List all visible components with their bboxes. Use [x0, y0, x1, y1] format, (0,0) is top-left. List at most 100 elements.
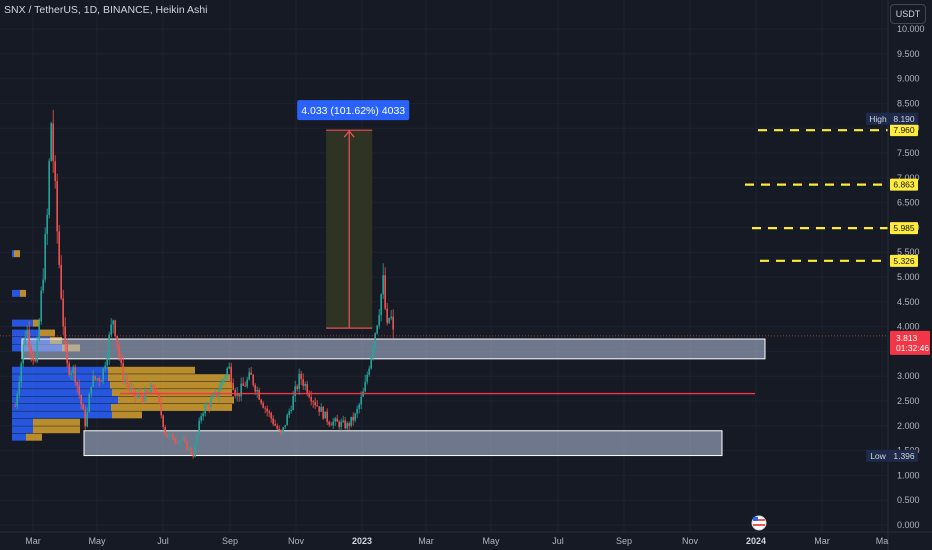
candle-body — [110, 324, 112, 335]
candle-body — [210, 398, 212, 408]
volume-bar — [108, 366, 195, 374]
y-tick-label: 0.000 — [897, 520, 920, 530]
volume-bar — [33, 418, 80, 426]
volume-bar — [12, 389, 112, 397]
y-tick-label: 7.000 — [897, 173, 920, 183]
candle-body — [80, 394, 82, 405]
x-tick-label: 2023 — [352, 536, 372, 546]
candle-body — [164, 427, 166, 435]
candle-body — [312, 401, 314, 403]
target-label-bg — [890, 222, 918, 235]
candle-body — [146, 390, 148, 394]
candle-body — [280, 429, 282, 434]
volume-bar — [20, 289, 26, 297]
current-price-bg — [890, 330, 930, 355]
volume-bar — [118, 396, 234, 404]
candle-body — [374, 333, 376, 347]
volume-bar — [12, 411, 112, 419]
candle-body — [88, 393, 90, 413]
candle-body — [264, 407, 266, 409]
candle-body — [154, 389, 156, 392]
candle-body — [336, 418, 338, 422]
economic-event-icon[interactable] — [751, 515, 767, 531]
candle-body — [14, 405, 16, 407]
candle-body — [176, 441, 178, 443]
candle-body — [268, 411, 270, 413]
candle-body — [340, 421, 342, 428]
target-label-bg — [890, 178, 918, 191]
candle-body — [56, 181, 58, 232]
candle-body — [48, 160, 50, 215]
candle-body — [124, 379, 126, 380]
candle-body — [332, 421, 334, 426]
candle-body — [320, 407, 322, 412]
candle-body — [184, 438, 186, 442]
candle-body — [86, 412, 88, 427]
candle-body — [276, 425, 278, 429]
candle-body — [234, 389, 236, 396]
volume-bar — [12, 366, 108, 374]
x-tick-label: 2024 — [746, 536, 766, 546]
candle-body — [96, 378, 98, 380]
candle-body — [68, 363, 70, 375]
low-value-bg — [890, 449, 918, 462]
annotation-lines — [0, 129, 888, 395]
candle-body — [220, 382, 222, 391]
candle-body — [22, 344, 24, 364]
y-tick-label: 9.500 — [897, 49, 920, 59]
candle-body — [384, 275, 386, 309]
y-tick-label: 4.500 — [897, 297, 920, 307]
candle-body — [94, 375, 96, 380]
y-tick-label: 3.000 — [897, 371, 920, 381]
y-axis: 0.0000.5001.0001.5002.0002.5003.0003.500… — [887, 0, 925, 550]
candle-body — [344, 420, 346, 429]
candle-body — [360, 396, 362, 405]
candle-body — [116, 335, 118, 346]
candle-body — [356, 408, 358, 414]
candle-body — [370, 356, 372, 369]
candle-body — [92, 375, 94, 387]
candle-body — [346, 423, 348, 429]
target-label: 6.863 — [893, 180, 915, 190]
volume-bar — [112, 411, 142, 419]
currency-button[interactable]: USDT — [890, 4, 926, 24]
candle-body — [308, 393, 310, 398]
candle-body — [198, 420, 200, 435]
candle-body — [378, 315, 380, 326]
candle-body — [152, 384, 154, 390]
candle-body — [58, 231, 60, 265]
x-tick-label: May — [482, 536, 500, 546]
candle-body — [284, 425, 286, 428]
candle-body — [254, 384, 256, 392]
high-tag-bg — [866, 112, 890, 125]
candle-body — [272, 418, 274, 424]
candle-body — [290, 409, 292, 412]
candle-body — [182, 438, 184, 441]
target-label-bg — [890, 124, 918, 137]
measure-arrow-head — [343, 130, 355, 138]
candle-body — [26, 330, 28, 338]
y-tick-label: 6.500 — [897, 198, 920, 208]
candles — [14, 109, 394, 459]
y-tick-label: 2.000 — [897, 421, 920, 431]
candle-body — [52, 123, 54, 162]
high-tag: High — [869, 114, 887, 124]
candle-body — [78, 385, 80, 395]
candle-body — [188, 448, 190, 451]
volume-bar — [33, 319, 40, 327]
candle-body — [270, 412, 272, 419]
candle-body — [386, 308, 388, 323]
candle-body — [382, 275, 384, 295]
candle-body — [224, 376, 226, 380]
candle-body — [316, 405, 318, 407]
x-tick-label: Ma — [876, 536, 889, 546]
candle-body — [144, 390, 146, 402]
candle-body — [292, 396, 294, 410]
candle-body — [306, 383, 308, 394]
volume-bar — [12, 433, 26, 441]
candle-body — [372, 346, 374, 357]
candle-body — [242, 383, 244, 386]
candle-body — [28, 330, 30, 347]
candle-body — [366, 374, 368, 382]
